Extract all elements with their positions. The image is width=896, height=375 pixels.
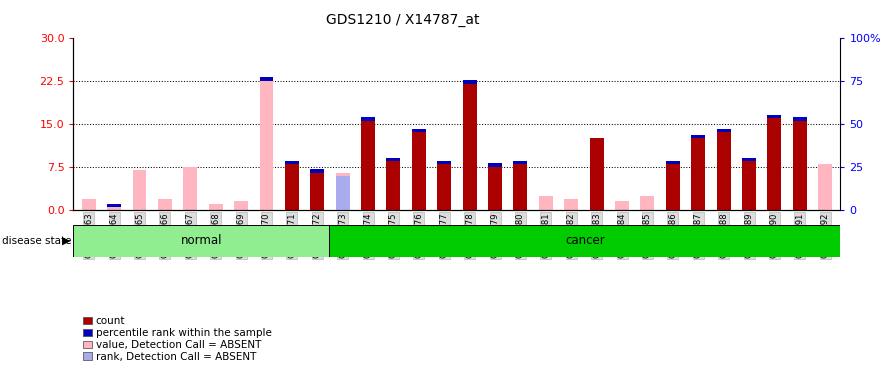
- Bar: [488, 167, 502, 210]
- Bar: [793, 121, 806, 210]
- Bar: [260, 81, 273, 210]
- Bar: [437, 164, 452, 210]
- Bar: [386, 161, 401, 210]
- Text: cancer: cancer: [564, 234, 605, 248]
- Bar: [310, 169, 324, 172]
- Bar: [437, 160, 452, 164]
- Bar: [285, 160, 299, 164]
- Bar: [513, 160, 528, 164]
- Bar: [184, 167, 197, 210]
- Bar: [691, 135, 705, 138]
- Bar: [768, 118, 781, 210]
- Bar: [742, 190, 756, 210]
- Bar: [488, 164, 502, 167]
- Bar: [209, 204, 223, 210]
- Bar: [361, 121, 375, 210]
- Bar: [818, 164, 832, 210]
- Bar: [590, 138, 604, 210]
- Bar: [538, 196, 553, 210]
- Text: normal: normal: [181, 234, 222, 248]
- Bar: [73, 225, 329, 257]
- Bar: [462, 84, 477, 210]
- Bar: [513, 196, 528, 210]
- Bar: [234, 201, 248, 210]
- Bar: [488, 193, 502, 210]
- Legend: count, percentile rank within the sample, value, Detection Call = ABSENT, rank, : count, percentile rank within the sample…: [79, 312, 276, 366]
- Bar: [666, 164, 680, 210]
- Bar: [158, 198, 172, 210]
- Bar: [108, 204, 121, 207]
- Bar: [386, 158, 401, 161]
- Bar: [310, 172, 324, 210]
- Bar: [412, 129, 426, 132]
- Bar: [462, 80, 477, 84]
- Bar: [768, 114, 781, 118]
- Bar: [641, 196, 654, 210]
- Bar: [691, 138, 705, 210]
- Bar: [564, 198, 578, 210]
- Bar: [717, 129, 730, 132]
- Bar: [615, 201, 629, 210]
- Text: ▶: ▶: [62, 236, 71, 246]
- Bar: [285, 164, 299, 210]
- Text: GDS1210 / X14787_at: GDS1210 / X14787_at: [326, 13, 480, 27]
- Bar: [742, 158, 756, 161]
- Bar: [742, 161, 756, 210]
- Bar: [329, 225, 840, 257]
- Bar: [666, 160, 680, 164]
- Bar: [361, 117, 375, 121]
- Bar: [336, 176, 349, 210]
- Bar: [336, 172, 349, 210]
- Bar: [260, 77, 273, 81]
- Text: disease state: disease state: [2, 236, 72, 246]
- Bar: [793, 117, 806, 121]
- Bar: [717, 132, 730, 210]
- Bar: [82, 198, 96, 210]
- Bar: [513, 164, 528, 210]
- Bar: [133, 170, 146, 210]
- Bar: [108, 207, 121, 210]
- Bar: [412, 132, 426, 210]
